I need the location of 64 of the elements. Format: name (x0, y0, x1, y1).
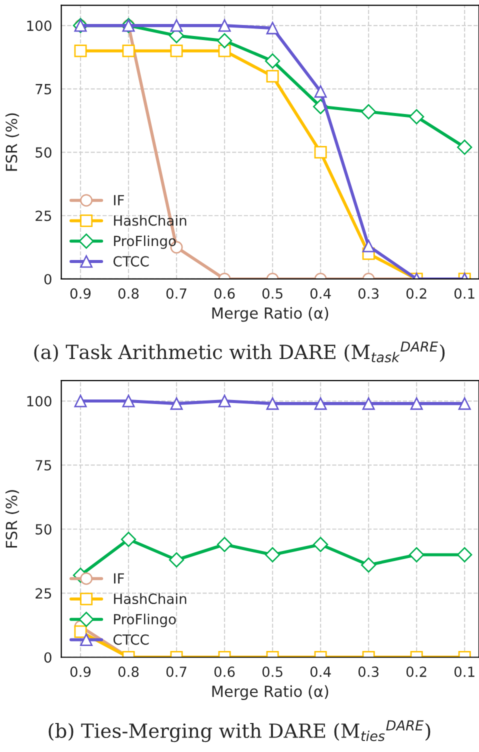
point (74, 394, 87, 408)
point (218, 394, 231, 408)
x-tick-label: 0.4 (310, 288, 331, 299)
y-tick-label: 0 (44, 274, 52, 284)
x-tick-label: 0.8 (118, 666, 139, 678)
y-tick-label: 75 (36, 460, 52, 471)
x-tick-label: 0.5 (262, 666, 282, 678)
legend-label: CTCC (113, 256, 149, 267)
x-tick-label: 0.2 (406, 288, 426, 299)
x-tick-label: 0.1 (454, 288, 474, 299)
point (122, 394, 135, 408)
text: (b) Ties-Merging with DARE (M$_{ties}$$^{DARE}$) (48, 720, 430, 742)
point (170, 397, 183, 410)
point (266, 70, 279, 82)
x-tick-label: 0.5 (262, 288, 282, 299)
legend-label: IF (114, 573, 124, 584)
x-tick-label: 0.2 (406, 666, 426, 678)
point (170, 44, 183, 58)
x-tick-label: 0.1 (454, 666, 474, 678)
point (457, 140, 472, 155)
y-tick-label: 0 (44, 652, 52, 663)
point (216, 33, 232, 48)
x-tick-label: 0.6 (214, 666, 235, 678)
x-axis-title: Merge Ratio (α) (212, 685, 328, 700)
y-tick-label: 100 (27, 20, 52, 32)
x-tick-label: 0.9 (70, 666, 91, 678)
point (458, 397, 471, 410)
y-tick-label: 25 (36, 588, 52, 599)
point (170, 19, 183, 32)
x-axis-title: Merge Ratio (α) (212, 307, 328, 322)
legend-label: IF (114, 195, 124, 206)
y-tick-label: 50 (36, 524, 52, 535)
x-tick-label: 0.8 (118, 288, 139, 299)
x-tick-label: 0.7 (166, 666, 186, 678)
x-tick-label: 0.3 (358, 288, 379, 299)
legend-label: HashChain (114, 215, 186, 226)
point (122, 44, 135, 58)
point (409, 109, 424, 124)
y-axis-title: FSR (%) (5, 490, 20, 548)
y-axis-title: FSR (%) (5, 113, 20, 171)
point (266, 397, 279, 410)
x-tick-label: 0.9 (70, 288, 91, 299)
y-tick-label: 25 (36, 210, 52, 222)
legend-label: ProFlingo (114, 235, 176, 249)
point (264, 53, 280, 69)
text: (a) Task Arithmetic with DARE (M$_{task}$$^{DARE}$) (34, 342, 445, 362)
x-tick-label: 0.3 (358, 666, 379, 678)
point (314, 85, 327, 98)
x-tick-label: 0.7 (166, 288, 186, 299)
point (266, 22, 279, 34)
legend-label: HashChain (114, 593, 186, 604)
point (314, 397, 327, 410)
y-tick-label: 75 (36, 84, 52, 94)
point (361, 104, 376, 120)
y-tick-label: 50 (36, 147, 52, 158)
y-tick-label: 100 (27, 396, 52, 406)
point (410, 397, 423, 410)
x-tick-label: 0.6 (214, 288, 235, 299)
point (218, 19, 231, 32)
point (120, 532, 136, 547)
point (362, 397, 375, 410)
legend-label: ProFlingo (114, 614, 176, 628)
point (74, 44, 87, 58)
x-tick-label: 0.4 (310, 666, 331, 678)
